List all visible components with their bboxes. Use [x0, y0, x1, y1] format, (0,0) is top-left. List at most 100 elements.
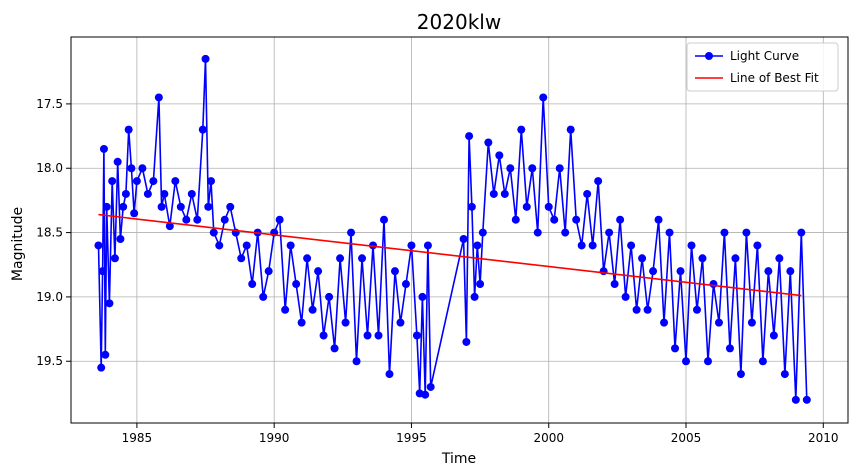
light-curve-point [171, 177, 180, 186]
light-curve-point [98, 267, 107, 276]
light-curve-point [671, 344, 680, 353]
light-curve-point [108, 177, 117, 186]
x-axis-label: Time [441, 451, 476, 467]
light-curve-point [478, 228, 487, 237]
light-curve-point [132, 177, 141, 186]
light-curve-point [281, 305, 290, 314]
legend-box [686, 42, 839, 92]
light-curve-point [201, 54, 210, 63]
chart-title: 2020klw [417, 10, 501, 34]
light-curve-point [421, 390, 430, 399]
y-axis: 17.5 18.0 18.5 19.0 19.5 [36, 97, 71, 368]
y-tick-label: 19.5 [36, 354, 63, 368]
light-curve-point [577, 241, 586, 250]
light-curve-point [336, 254, 345, 263]
light-curve-point [130, 209, 139, 218]
light-curve-point [264, 267, 273, 276]
light-curve-point [495, 151, 504, 160]
light-curve-point [113, 157, 122, 166]
light-curve-point [401, 280, 410, 289]
light-curve-point [627, 241, 636, 250]
light-curve-point [102, 202, 111, 211]
light-curve-point [358, 254, 367, 263]
light-curve-point [127, 164, 136, 173]
light-curve-point [423, 241, 432, 250]
light-curve-point [649, 267, 658, 276]
light-curve-point [753, 241, 762, 250]
light-curve-point [725, 344, 734, 353]
light-curve-point [157, 202, 166, 211]
light-curve-point [379, 215, 388, 224]
x-tick-label: 1990 [259, 431, 290, 445]
light-curve-point [780, 370, 789, 379]
light-curve-point [539, 93, 548, 102]
light-curve-point [94, 241, 103, 250]
light-curve-point [248, 280, 257, 289]
light-curve-point [119, 202, 128, 211]
light-curve-point [121, 189, 130, 198]
light-curve-point [220, 215, 229, 224]
light-curve-point [259, 292, 268, 301]
light-curve-point [572, 215, 581, 224]
light-curve-point [632, 305, 641, 314]
light-curve-point [209, 228, 218, 237]
light-curve-point [676, 267, 685, 276]
light-curve-point [687, 241, 696, 250]
light-curve-point [506, 164, 515, 173]
light-curve-point [303, 254, 312, 263]
light-curve-point [621, 292, 630, 301]
light-curve-point [500, 189, 509, 198]
light-curve-point [215, 241, 224, 250]
light-curve-point [390, 267, 399, 276]
y-tick-label: 19.0 [36, 290, 63, 304]
light-curve-point [347, 228, 356, 237]
light-curve-point [341, 318, 350, 327]
light-curve-point [97, 363, 106, 372]
light-curve-point [791, 395, 800, 404]
light-curve-point [476, 280, 485, 289]
light-curve-point [407, 241, 416, 250]
light-curve-point [511, 215, 520, 224]
light-curve-point [193, 215, 202, 224]
light-curve-point [462, 337, 471, 346]
light-curve-point [533, 228, 542, 237]
light-curve-point [149, 177, 158, 186]
light-curve-point [786, 267, 795, 276]
light-curve-point [187, 189, 196, 198]
x-tick-label: 1995 [396, 431, 427, 445]
light-curve-point [459, 235, 468, 244]
light-curve-point [330, 344, 339, 353]
legend-marker [705, 52, 713, 60]
light-curve-point [588, 241, 597, 250]
legend-entry-label: Line of Best Fit [730, 71, 819, 85]
light-curve-point [319, 331, 328, 340]
light-curve-point [709, 280, 718, 289]
light-curve-point [412, 331, 421, 340]
y-tick-label: 17.5 [36, 97, 63, 111]
light-curve-point [610, 280, 619, 289]
light-curve-point [775, 254, 784, 263]
light-curve-point [714, 318, 723, 327]
light-curve-point [522, 202, 531, 211]
light-curve-point [182, 215, 191, 224]
light-curve-point [742, 228, 751, 237]
y-axis-label: Magnitude [10, 207, 26, 281]
light-curve-point [165, 222, 174, 231]
light-curve-point [747, 318, 756, 327]
light-curve-point [237, 254, 246, 263]
light-curve-point [654, 215, 663, 224]
light-curve-point [638, 254, 647, 263]
light-curve-point [160, 189, 169, 198]
x-tick-label: 2010 [808, 431, 839, 445]
light-curve-point [616, 215, 625, 224]
light-curve-point [736, 370, 745, 379]
grid [71, 37, 848, 423]
light-curve-point [275, 215, 284, 224]
light-curve-point [385, 370, 394, 379]
light-curve-point [292, 280, 301, 289]
light-curve-point [594, 177, 603, 186]
light-curve-point [325, 292, 334, 301]
light-curve-point [176, 202, 185, 211]
light-curve-point [720, 228, 729, 237]
light-curve-point [204, 202, 213, 211]
